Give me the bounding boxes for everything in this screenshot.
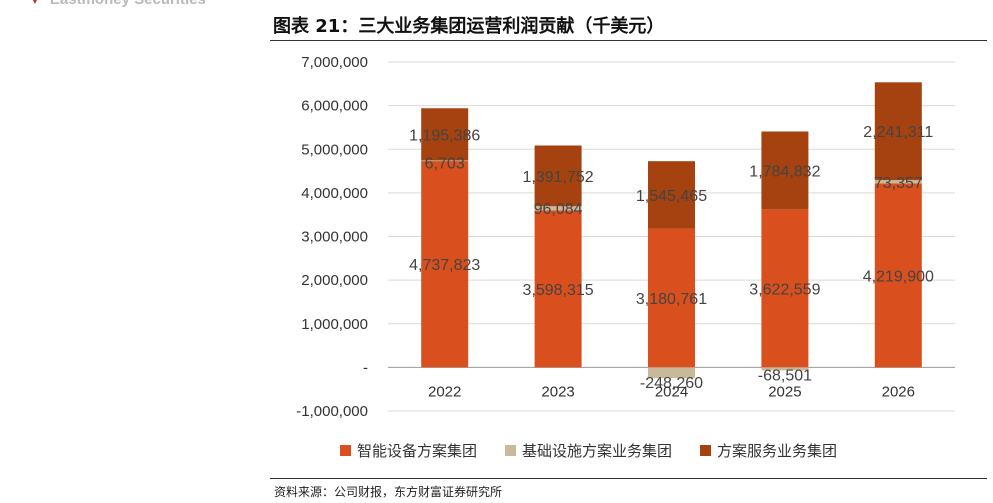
data-label-infrastructure: -248,260 [640, 375, 703, 392]
x-tick-label: 2024 [655, 383, 688, 400]
data-label-infrastructure: 6,703 [425, 155, 465, 172]
y-tick-label: 1,000,000 [301, 316, 368, 333]
bar-segment-infrastructure [761, 367, 809, 371]
x-tick-label: 2023 [541, 383, 574, 400]
y-tick-label: - [363, 359, 368, 376]
y-tick-label: 6,000,000 [301, 98, 368, 115]
bar-segment-infrastructure [534, 206, 582, 211]
legend-swatch [340, 445, 351, 456]
bar-segment-smart-devices [534, 210, 582, 368]
data-label-smart-devices: 4,737,823 [409, 257, 480, 274]
bar-segment-smart-devices [761, 209, 809, 368]
footer-divider [270, 478, 987, 479]
y-tick-label: -1,000,000 [296, 403, 368, 420]
bar-segment-infrastructure [648, 367, 695, 379]
chart-legend: 智能设备方案集团 基础设施方案业务集团 方案服务业务集团 [340, 440, 837, 461]
data-label-infrastructure: -68,501 [758, 367, 812, 384]
data-label-smart-devices: 3,622,559 [749, 281, 820, 298]
legend-swatch [505, 445, 517, 456]
data-label-infrastructure: 73,357 [874, 175, 923, 192]
source-note: 资料来源：公司财报，东方财富证券研究所 [274, 485, 503, 499]
data-label-smart-devices: 4,219,900 [863, 268, 934, 285]
bar-segment-solutions-services [648, 161, 695, 229]
bar-segment-infrastructure [874, 180, 922, 184]
data-label-solutions-services: 1,545,465 [636, 188, 707, 205]
data-label-smart-devices: 3,598,315 [523, 282, 594, 299]
data-label-smart-devices: 3,180,761 [636, 291, 707, 308]
y-tick-label: 5,000,000 [301, 141, 368, 158]
legend-item-0: 智能设备方案集团 [340, 440, 477, 461]
bar-segment-smart-devices [874, 183, 922, 368]
y-tick-label: 2,000,000 [301, 272, 368, 289]
x-tick-label: 2025 [768, 383, 801, 400]
chart-title: 图表 21：三大业务集团运营利润贡献（千美元） [273, 16, 665, 37]
bar-segment-smart-devices [421, 160, 469, 368]
data-label-infrastructure: 96,084 [534, 201, 583, 218]
bar-segment-infrastructure [421, 160, 469, 162]
x-tick-label: 2026 [882, 383, 915, 400]
x-tick-label: 2022 [428, 383, 461, 400]
y-tick-label: 7,000,000 [301, 54, 368, 71]
title-divider [270, 40, 987, 41]
legend-label: 基础设施方案业务集团 [522, 442, 673, 460]
data-label-solutions-services: 1,784,832 [749, 163, 820, 180]
data-label-solutions-services: 2,241,311 [863, 124, 933, 141]
legend-swatch [700, 445, 712, 456]
bar-segment-solutions-services [761, 131, 809, 210]
bar-segment-smart-devices [648, 228, 695, 368]
y-tick-label: 3,000,000 [301, 229, 368, 246]
legend-item-1: 基础设施方案业务集团 [505, 440, 672, 461]
bar-segment-solutions-services [534, 145, 582, 207]
data-label-solutions-services: 1,195,386 [409, 127, 480, 144]
legend-label: 方案服务业务集团 [717, 442, 838, 460]
legend-label: 智能设备方案集团 [357, 442, 478, 460]
brand-logo: ▼ Eastmoney Securities [30, 0, 206, 8]
bar-segment-solutions-services [874, 82, 922, 181]
data-label-solutions-services: 1,391,752 [523, 169, 594, 186]
bar-segment-solutions-services [421, 108, 469, 161]
triangle-down-icon: ▼ [30, 0, 40, 7]
y-tick-label: 4,000,000 [301, 185, 368, 202]
legend-item-2: 方案服务业务集团 [700, 440, 837, 461]
brand-name: Eastmoney Securities [50, 0, 206, 8]
